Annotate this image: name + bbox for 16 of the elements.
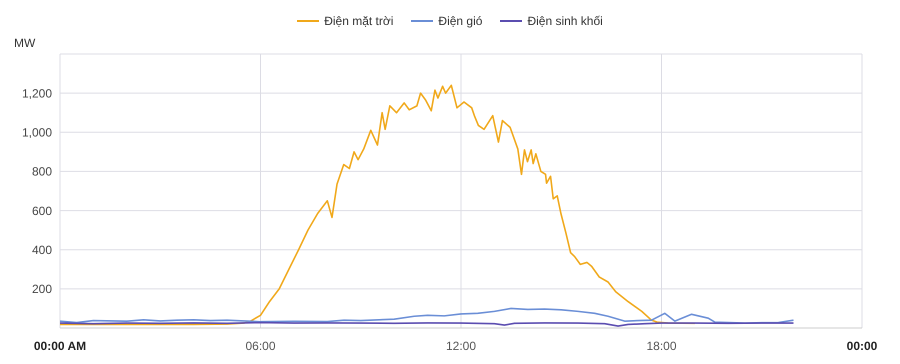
legend-label: Điện mặt trời [324,14,394,28]
x-tick-label: 12:00 [446,339,476,353]
legend-label: Điện gió [438,14,482,28]
x-tick-label: 00:00 AM [34,339,86,353]
x-tick-label: 18:00 [646,339,677,353]
y-tick-label: 800 [32,164,52,179]
y-tick-label: 600 [32,204,52,218]
y-axis-title: MW [14,36,36,50]
x-tick-label: 00:00 [846,339,878,353]
y-tick-label: 1,200 [22,86,52,100]
x-tick-label: 06:00 [245,339,276,353]
legend-label: Điện sinh khối [527,14,603,28]
y-tick-label: 1,000 [22,126,52,140]
y-tick-label: 400 [32,242,52,257]
y-tick-label: 200 [32,282,52,296]
line-series [60,308,794,324]
